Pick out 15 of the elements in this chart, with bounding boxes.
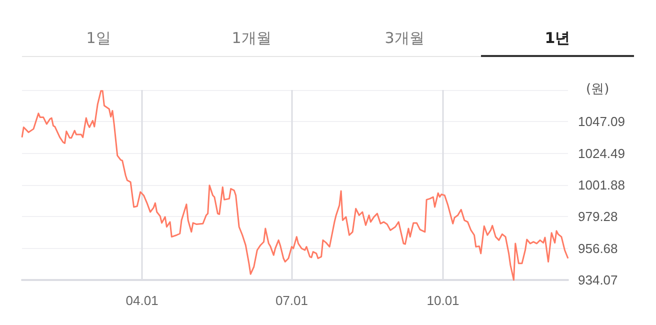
y-tick-label: 1047.09 xyxy=(578,114,625,130)
text: 1년 xyxy=(481,22,634,57)
y-tick-label: 1001.88 xyxy=(578,178,625,192)
text: 1일 xyxy=(85,28,112,49)
y-tick-label: 956.68 xyxy=(578,240,618,256)
y-axis-title: (원) xyxy=(586,81,610,98)
text: 3개월 xyxy=(384,28,426,49)
y-tick-label: 979.28 xyxy=(578,209,618,224)
text: 1개월 xyxy=(230,28,272,49)
x-tick-label: 04.01 xyxy=(126,293,158,308)
y-tick-label: 1024.49 xyxy=(578,146,625,161)
x-tick-label: 07.01 xyxy=(275,293,308,308)
x-tick-label: 10.01 xyxy=(426,293,460,308)
line-series xyxy=(21,90,569,281)
y-tick-label: 934.07 xyxy=(578,272,618,288)
